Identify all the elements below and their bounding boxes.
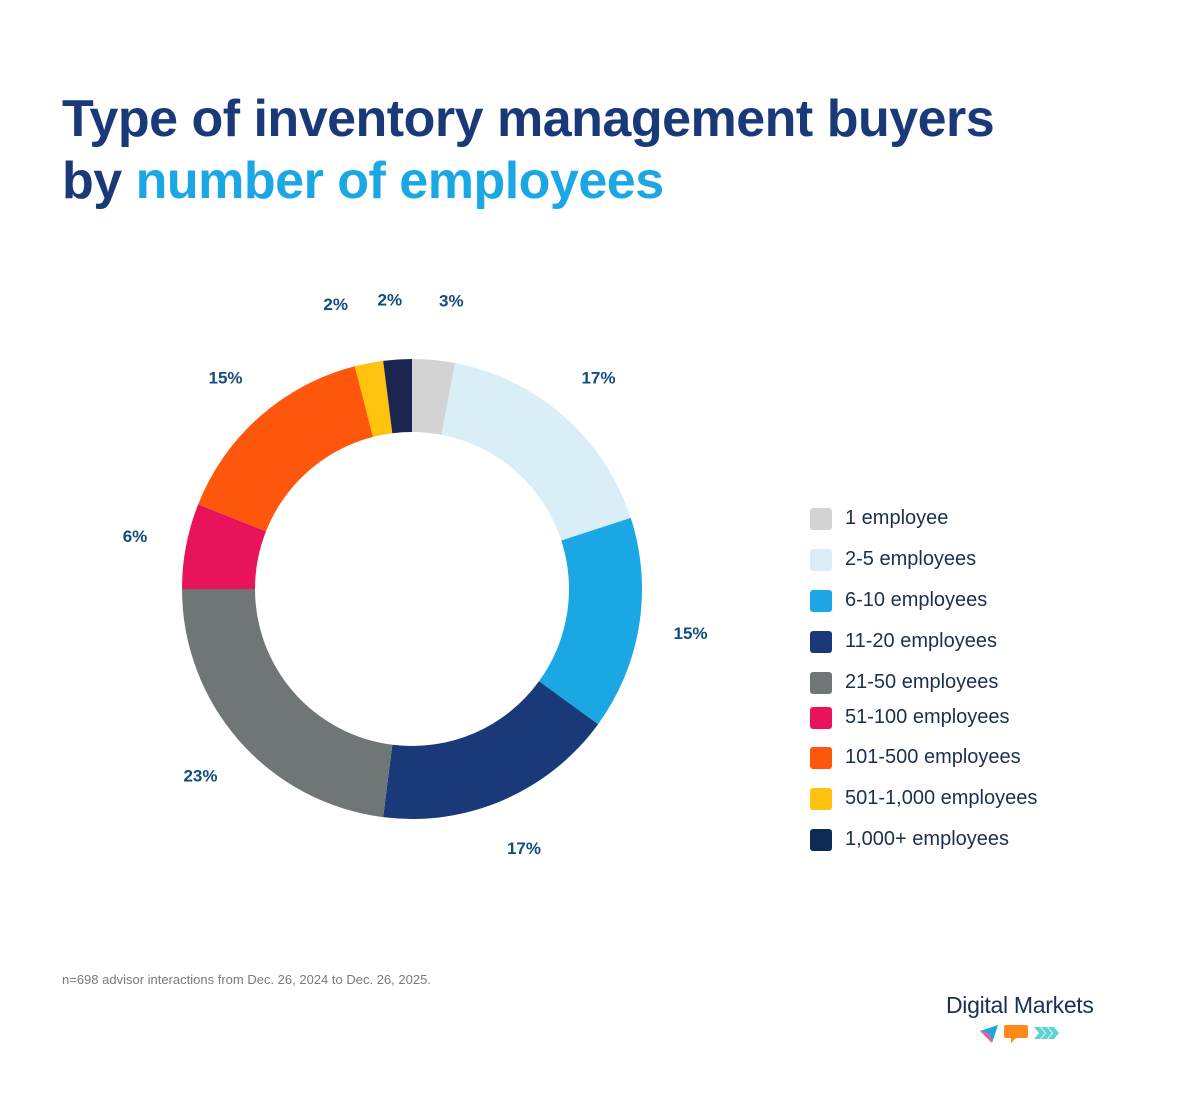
logo-text: Digital Markets	[946, 992, 1094, 1018]
donut-chart: 3% 17% 15% 17% 23% 6% 15% 2% 2%	[123, 291, 708, 858]
legend-label: 1 employee	[845, 507, 949, 529]
legend-swatch	[810, 787, 832, 810]
title-line-2: by number of employees	[62, 150, 994, 212]
donut-slice-8	[354, 360, 393, 437]
legend-label: 101-500 employees	[845, 746, 1021, 768]
data-label-7: 15%	[208, 368, 242, 387]
legend-swatch	[810, 548, 832, 571]
data-label-2: 17%	[581, 368, 615, 387]
legend-label: 51-100 employees	[845, 706, 1010, 728]
legend-label: 21-50 employees	[845, 671, 999, 693]
legend-item: 101-500 employees	[810, 746, 1021, 769]
donut-slice-6	[182, 504, 267, 589]
legend-swatch	[810, 630, 832, 653]
data-label-6: 6%	[123, 527, 148, 546]
data-label-3: 15%	[674, 624, 708, 643]
legend-swatch	[810, 828, 832, 851]
donut-slice-1	[412, 359, 456, 435]
legend-label: 6-10 employees	[845, 589, 988, 611]
footnote: n=698 advisor interactions from Dec. 26,…	[62, 972, 431, 987]
chart-title: Type of inventory management buyers by n…	[62, 88, 995, 212]
data-label-1: 3%	[439, 291, 464, 310]
legend-label: 1,000+ employees	[845, 828, 1010, 850]
donut-slice-3	[539, 517, 642, 725]
logo-icons	[980, 1025, 1059, 1043]
legend-item: 21-50 employees	[810, 671, 998, 694]
donut-slice-9	[383, 359, 412, 434]
title-prefix: by	[62, 152, 136, 210]
legend-item: 51-100 employees	[810, 706, 1010, 729]
data-label-9: 2%	[378, 291, 403, 310]
legend-label: 11-20 employees	[845, 630, 997, 652]
legend-swatch	[810, 507, 832, 530]
digital-markets-logo: Digital Markets	[946, 992, 1096, 1050]
donut-slice-7	[198, 366, 373, 532]
legend-item: 11-20 employees	[810, 630, 997, 653]
title-line-1: Type of inventory management buyers	[62, 90, 995, 148]
legend-item: 6-10 employees	[810, 589, 987, 612]
logo-arrow-icon	[980, 1025, 998, 1043]
donut-slice-2	[441, 363, 631, 541]
legend-item: 1 employee	[810, 507, 948, 530]
legend-label: 2-5 employees	[845, 548, 977, 570]
legend-swatch	[810, 746, 832, 769]
legend-item: 501-1,000 employees	[810, 787, 1037, 810]
legend-swatch	[810, 589, 832, 612]
donut-slice-4	[383, 681, 599, 820]
logo-chevrons-icon	[1034, 1027, 1059, 1039]
data-label-5: 23%	[183, 766, 217, 785]
title-highlight: number of employees	[135, 152, 664, 210]
logo-chat-icon	[1004, 1025, 1028, 1043]
legend-swatch	[810, 671, 832, 694]
legend-swatch	[810, 706, 832, 729]
data-label-4: 17%	[507, 839, 541, 858]
legend-item: 1,000+ employees	[810, 828, 1009, 851]
donut-slice-5	[182, 589, 393, 818]
legend-item: 2-5 employees	[810, 548, 976, 571]
legend-label: 501-1,000 employees	[845, 787, 1038, 809]
data-label-8: 2%	[323, 295, 348, 314]
